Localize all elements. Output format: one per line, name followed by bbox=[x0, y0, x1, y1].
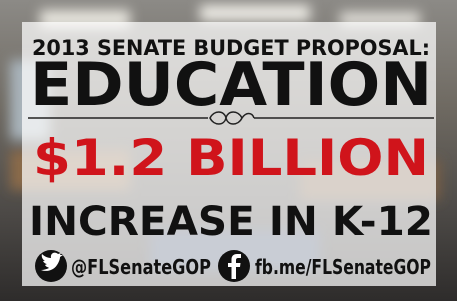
heading: EDUCATION bbox=[30, 50, 432, 120]
facebook-icon bbox=[218, 250, 250, 282]
facebook-link: fb.me/FLSenateGOP bbox=[255, 255, 431, 279]
subtitle: INCREASE IN K-12 bbox=[29, 199, 433, 245]
amount: $1.2 BILLION bbox=[33, 129, 429, 187]
poster: 2013 SENATE BUDGET PROPOSAL: EDUCATION $… bbox=[0, 0, 457, 301]
twitter-handle: @FLSenateGOP bbox=[71, 255, 211, 279]
twitter-icon bbox=[35, 250, 67, 282]
